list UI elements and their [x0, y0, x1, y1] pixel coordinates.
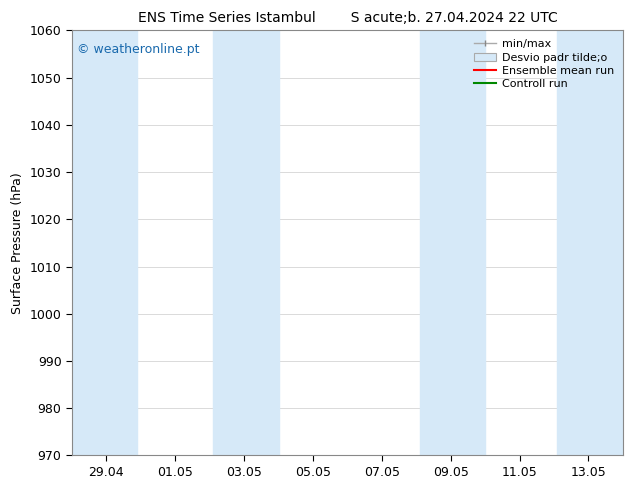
Title: ENS Time Series Istambul        S acute;b. 27.04.2024 22 UTC: ENS Time Series Istambul S acute;b. 27.0… [138, 11, 557, 25]
Bar [420, 30, 485, 456]
Y-axis label: Surface Pressure (hPa): Surface Pressure (hPa) [11, 172, 24, 314]
Text: © weatheronline.pt: © weatheronline.pt [77, 43, 200, 56]
Legend: min/max, Desvio padr tilde;o, Ensemble mean run, Controll run: min/max, Desvio padr tilde;o, Ensemble m… [470, 36, 618, 93]
Bar [72, 30, 138, 456]
Bar [557, 30, 623, 456]
Bar [213, 30, 278, 456]
